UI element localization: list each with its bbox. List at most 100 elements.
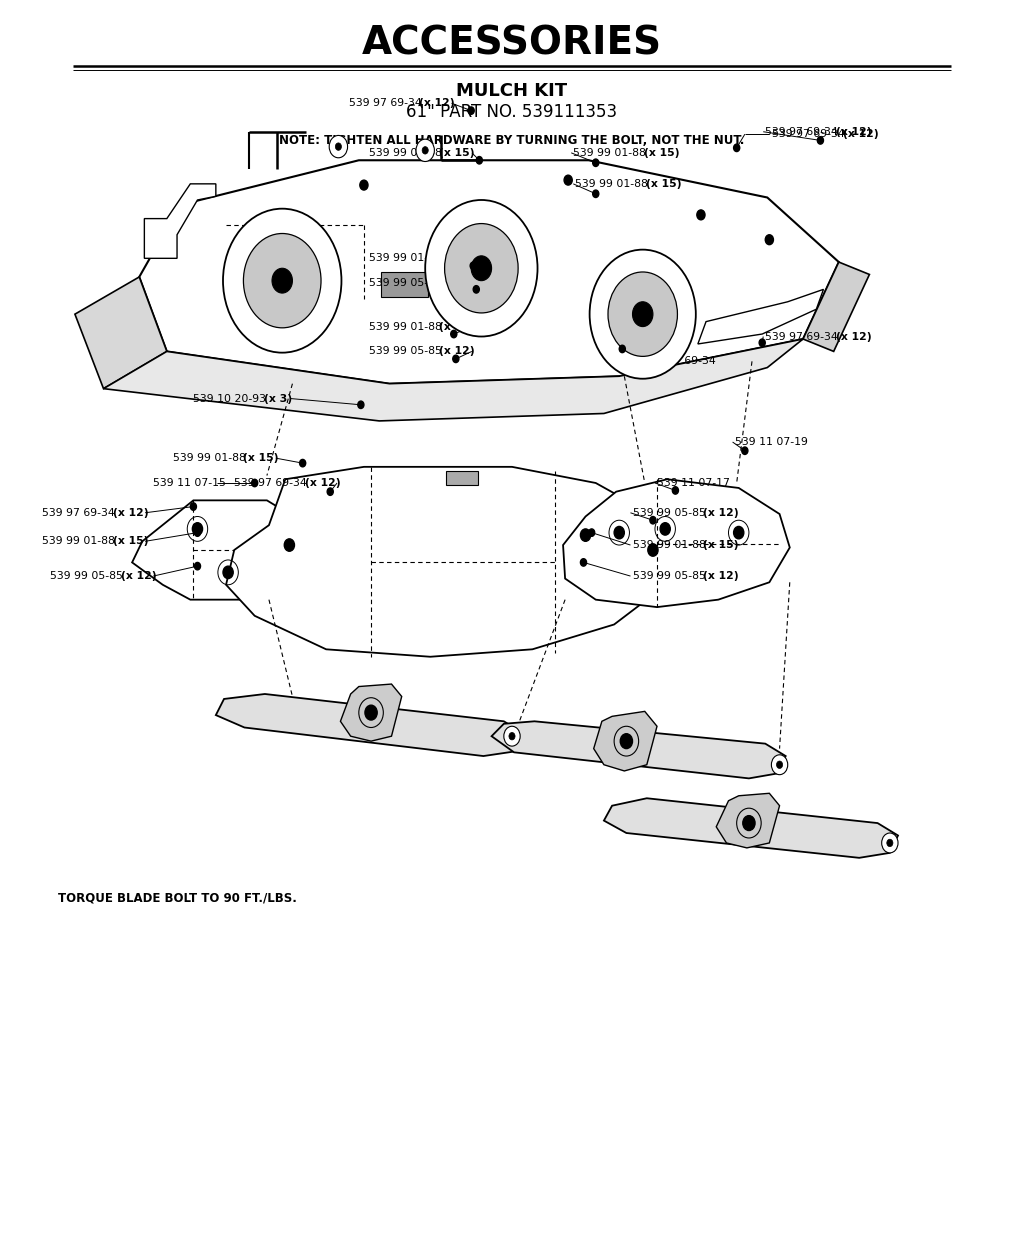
Text: 539 97 69-34: 539 97 69-34 — [348, 98, 425, 108]
Circle shape — [765, 235, 773, 245]
Text: (x 15): (x 15) — [439, 148, 475, 158]
Circle shape — [359, 180, 368, 190]
Circle shape — [759, 340, 765, 346]
Text: (x 15): (x 15) — [644, 148, 679, 158]
Circle shape — [614, 526, 625, 539]
Polygon shape — [226, 466, 676, 657]
Circle shape — [300, 459, 306, 466]
Circle shape — [223, 566, 233, 578]
Polygon shape — [604, 799, 898, 858]
Polygon shape — [445, 470, 478, 485]
Circle shape — [650, 516, 656, 524]
Circle shape — [329, 136, 347, 158]
Circle shape — [285, 539, 295, 551]
Text: NOTE: TIGHTEN ALL HARDWARE BY TURNING THE BOLT, NOT THE NUT.: NOTE: TIGHTEN ALL HARDWARE BY TURNING TH… — [280, 134, 744, 147]
Text: 539 10 20-93: 539 10 20-93 — [194, 393, 270, 403]
Circle shape — [648, 544, 658, 556]
Text: TORQUE BLADE BOLT TO 90 FT./LBS.: TORQUE BLADE BOLT TO 90 FT./LBS. — [57, 891, 296, 904]
Circle shape — [660, 522, 671, 535]
Text: (x 15): (x 15) — [702, 540, 738, 550]
Circle shape — [416, 139, 434, 162]
Text: 539 99 05-85: 539 99 05-85 — [369, 346, 445, 357]
Text: 61" PART NO. 539111353: 61" PART NO. 539111353 — [407, 103, 617, 121]
Circle shape — [244, 234, 322, 328]
Circle shape — [470, 262, 476, 270]
Text: (x 12): (x 12) — [304, 478, 340, 488]
Polygon shape — [381, 272, 428, 297]
Text: (x 15): (x 15) — [113, 536, 148, 546]
Polygon shape — [103, 340, 803, 420]
Circle shape — [444, 224, 518, 313]
Polygon shape — [139, 160, 839, 383]
Text: 539 99 01-88: 539 99 01-88 — [573, 148, 649, 158]
Text: 539 99 01-88: 539 99 01-88 — [42, 536, 119, 546]
Circle shape — [564, 175, 572, 185]
Circle shape — [193, 522, 203, 535]
Text: (x 12): (x 12) — [121, 571, 157, 581]
Circle shape — [509, 733, 515, 740]
Text: (x 15): (x 15) — [244, 453, 279, 463]
Text: 539 11 07-15: 539 11 07-15 — [153, 478, 225, 488]
Text: (x 15): (x 15) — [439, 322, 475, 332]
Text: 539 99 05-85: 539 99 05-85 — [633, 508, 709, 518]
Text: MULCH KIT: MULCH KIT — [457, 82, 567, 100]
Circle shape — [620, 345, 626, 352]
Text: 539 99 01-88: 539 99 01-88 — [369, 254, 445, 264]
Text: (x 12): (x 12) — [439, 346, 475, 357]
Text: (x 15): (x 15) — [646, 179, 681, 189]
Text: (x 12): (x 12) — [836, 127, 871, 137]
Text: 539 97 69-34: 539 97 69-34 — [643, 356, 716, 366]
Text: (x 12): (x 12) — [113, 508, 148, 518]
Polygon shape — [803, 262, 869, 351]
Circle shape — [733, 526, 743, 539]
Circle shape — [335, 143, 341, 151]
Circle shape — [453, 355, 459, 362]
Circle shape — [473, 286, 479, 294]
Text: 539 99 01-88: 539 99 01-88 — [369, 322, 445, 332]
Text: 539 99 01-88: 539 99 01-88 — [369, 148, 445, 158]
Text: 539 97 69-34: 539 97 69-34 — [42, 508, 119, 518]
Text: (x 12): (x 12) — [843, 129, 879, 139]
Circle shape — [581, 529, 591, 541]
Circle shape — [195, 562, 201, 570]
Circle shape — [882, 833, 898, 853]
Text: 539 97 69-34: 539 97 69-34 — [765, 331, 842, 342]
Text: ACCESSORIES: ACCESSORIES — [361, 25, 663, 62]
Circle shape — [771, 755, 787, 775]
Text: 539 99 01-88: 539 99 01-88 — [575, 179, 651, 189]
Circle shape — [272, 269, 293, 294]
Text: (x 15): (x 15) — [439, 254, 475, 264]
Circle shape — [733, 144, 739, 152]
Circle shape — [673, 486, 679, 494]
Circle shape — [621, 734, 633, 749]
Polygon shape — [144, 184, 216, 259]
Circle shape — [697, 210, 705, 220]
Polygon shape — [716, 794, 779, 848]
Circle shape — [476, 157, 482, 164]
Text: 539 11 07-19: 539 11 07-19 — [734, 437, 808, 447]
Circle shape — [365, 705, 377, 720]
Polygon shape — [216, 694, 524, 756]
Text: 539 97 69-34: 539 97 69-34 — [765, 127, 842, 137]
Text: 539 99 05-85: 539 99 05-85 — [633, 571, 709, 581]
Text: 539 99 01-88: 539 99 01-88 — [173, 453, 249, 463]
Circle shape — [608, 272, 678, 356]
Polygon shape — [563, 479, 790, 607]
Polygon shape — [340, 684, 401, 741]
Text: (x 12): (x 12) — [702, 508, 738, 518]
Circle shape — [190, 503, 197, 510]
Polygon shape — [698, 290, 823, 345]
Text: (x 12): (x 12) — [419, 98, 455, 108]
Circle shape — [742, 816, 755, 831]
Text: 539 99 01-88: 539 99 01-88 — [633, 540, 709, 550]
Text: 539 99 05-85: 539 99 05-85 — [369, 279, 445, 289]
Text: 539 99 05-85: 539 99 05-85 — [50, 571, 127, 581]
Text: (x 3): (x 3) — [264, 393, 292, 403]
Circle shape — [589, 529, 595, 536]
Circle shape — [590, 250, 696, 378]
Circle shape — [252, 479, 258, 486]
Text: (x 12): (x 12) — [702, 571, 738, 581]
Text: 539 97 69-34: 539 97 69-34 — [234, 478, 310, 488]
Circle shape — [581, 559, 587, 566]
Text: 539 11 07-17: 539 11 07-17 — [657, 478, 730, 488]
